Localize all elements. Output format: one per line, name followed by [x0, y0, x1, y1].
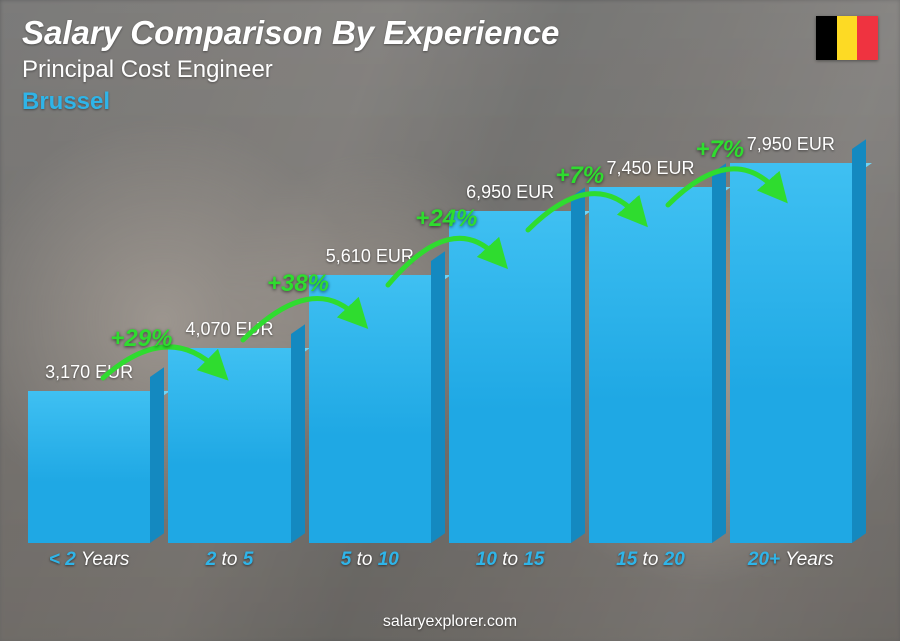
belgium-flag-icon	[816, 16, 878, 60]
header: Salary Comparison By Experience Principa…	[22, 14, 878, 116]
bar-1: 4,070 EUR	[168, 319, 290, 543]
bar-4: 7,450 EUR	[589, 158, 711, 543]
bar-value-label: 7,950 EUR	[747, 134, 835, 155]
footer-attribution: salaryexplorer.com	[0, 613, 900, 631]
x-axis-label: 15 to 20	[589, 549, 711, 579]
increase-pct-label: +7%	[555, 162, 604, 190]
bar-shape	[28, 391, 150, 543]
bar-value-label: 6,950 EUR	[466, 182, 554, 203]
bar-5: 7,950 EUR	[730, 134, 852, 543]
x-axis-label: 5 to 10	[309, 549, 431, 579]
x-axis-labels: < 2 Years 2 to 5 5 to 10 10 to 15 15 to 20 20…	[28, 549, 852, 579]
bar-value-label: 3,170 EUR	[45, 362, 133, 383]
increase-pct-label: +7%	[695, 136, 744, 164]
flag-stripe-red	[857, 16, 878, 60]
bar-shape	[730, 163, 852, 543]
page-subtitle: Principal Cost Engineer	[22, 56, 878, 84]
flag-stripe-black	[816, 16, 837, 60]
x-axis-label: 2 to 5	[168, 549, 290, 579]
bar-shape	[589, 187, 711, 543]
bar-0: 3,170 EUR	[28, 362, 150, 543]
bar-value-label: 5,610 EUR	[326, 246, 414, 267]
bar-value-label: 4,070 EUR	[185, 319, 273, 340]
x-axis-label: < 2 Years	[28, 549, 150, 579]
bar-shape	[309, 275, 431, 543]
increase-pct-label: +38%	[267, 270, 329, 298]
x-axis-label: 20+ Years	[730, 549, 852, 579]
increase-pct-label: +24%	[415, 205, 477, 233]
page-location: Brussel	[22, 88, 878, 116]
page-title: Salary Comparison By Experience	[22, 14, 878, 52]
bar-shape	[168, 348, 290, 543]
increase-pct-label: +29%	[110, 325, 172, 353]
bar-shape	[449, 211, 571, 543]
bar-3: 6,950 EUR	[449, 182, 571, 543]
flag-stripe-yellow	[837, 16, 858, 60]
x-axis-label: 10 to 15	[449, 549, 571, 579]
salary-bar-chart: 3,170 EUR 4,070 EUR 5,610 EUR 6,950 EUR 7,45…	[28, 130, 852, 579]
bar-value-label: 7,450 EUR	[606, 158, 694, 179]
